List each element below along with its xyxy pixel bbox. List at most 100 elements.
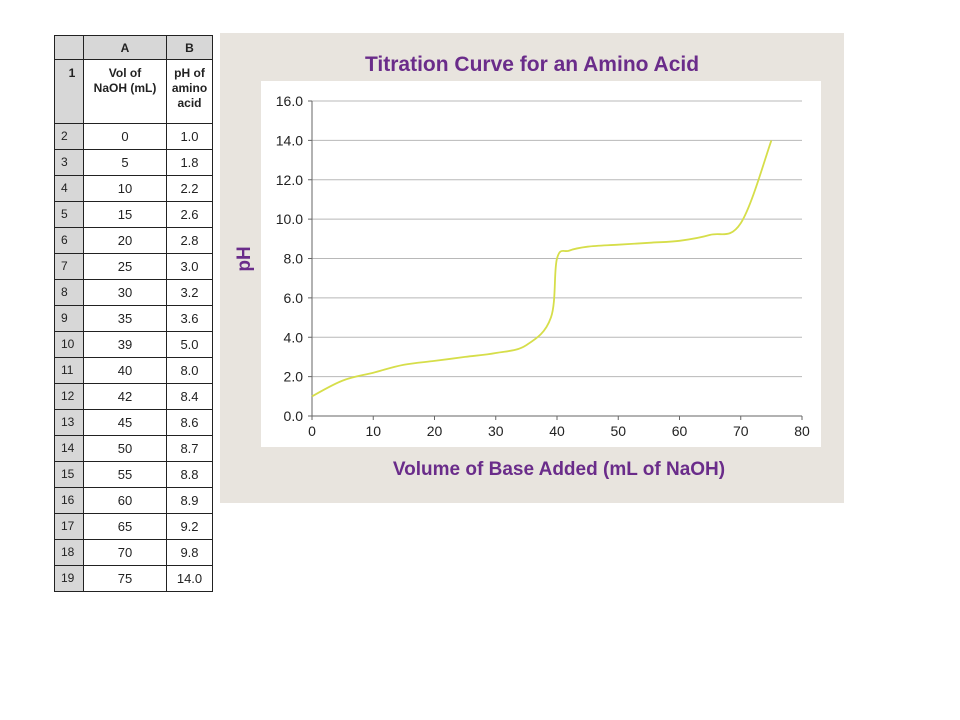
volume-cell: 0 bbox=[83, 123, 167, 150]
ph-column-label: pH of amino acid bbox=[166, 59, 213, 124]
y-tick-label: 6.0 bbox=[284, 290, 304, 306]
ph-cell: 9.8 bbox=[166, 539, 213, 566]
table-row: 5 15 2.6 bbox=[54, 201, 213, 228]
x-tick-label: 20 bbox=[427, 423, 443, 439]
chart-title: Titration Curve for an Amino Acid bbox=[365, 53, 699, 76]
row-number: 5 bbox=[54, 201, 84, 228]
volume-cell: 75 bbox=[83, 565, 167, 592]
ph-cell: 9.2 bbox=[166, 513, 213, 540]
row-number: 2 bbox=[54, 123, 84, 150]
ph-cell: 8.9 bbox=[166, 487, 213, 514]
volume-cell: 60 bbox=[83, 487, 167, 514]
volume-cell: 40 bbox=[83, 357, 167, 384]
table-row: 13 45 8.6 bbox=[54, 409, 213, 436]
table-row: 6 20 2.8 bbox=[54, 227, 213, 254]
titration-curve bbox=[311, 140, 773, 398]
ph-cell: 5.0 bbox=[166, 331, 213, 358]
x-axis-label: Volume of Base Added (mL of NaOH) bbox=[393, 459, 725, 480]
table-row: 14 50 8.7 bbox=[54, 435, 213, 462]
table-row: 2 0 1.0 bbox=[54, 123, 213, 150]
volume-cell: 45 bbox=[83, 409, 167, 436]
ph-cell: 2.8 bbox=[166, 227, 213, 254]
chart-panel: Titration Curve for an Amino Acid 0.0 2.0… bbox=[220, 33, 844, 503]
table-row: 10 39 5.0 bbox=[54, 331, 213, 358]
row-number: 11 bbox=[54, 357, 84, 384]
volume-cell: 50 bbox=[83, 435, 167, 462]
row-number: 10 bbox=[54, 331, 84, 358]
titration-chart: Titration Curve for an Amino Acid 0.0 2.0… bbox=[234, 53, 821, 480]
x-tick-label: 50 bbox=[610, 423, 626, 439]
row-number: 8 bbox=[54, 279, 84, 306]
volume-cell: 30 bbox=[83, 279, 167, 306]
table-row: 16 60 8.9 bbox=[54, 487, 213, 514]
table-corner-cell bbox=[54, 35, 84, 60]
column-header-a: A bbox=[83, 35, 167, 60]
ph-cell: 3.0 bbox=[166, 253, 213, 280]
ph-cell: 14.0 bbox=[166, 565, 213, 592]
ph-cell: 8.6 bbox=[166, 409, 213, 436]
x-tick-label: 30 bbox=[488, 423, 504, 439]
column-header-b: B bbox=[166, 35, 213, 60]
ph-cell: 3.2 bbox=[166, 279, 213, 306]
x-tick-labels: 0 10 20 30 40 50 60 70 80 bbox=[308, 416, 810, 439]
y-tick-label: 14.0 bbox=[276, 132, 303, 148]
ph-cell: 1.0 bbox=[166, 123, 213, 150]
y-tick-label: 8.0 bbox=[284, 251, 304, 267]
row-number: 7 bbox=[54, 253, 84, 280]
data-table: A B 1 Vol of NaOH (mL) pH of amino acid … bbox=[54, 35, 213, 592]
table-row: 4 10 2.2 bbox=[54, 175, 213, 202]
table-row: 7 25 3.0 bbox=[54, 253, 213, 280]
ph-cell: 8.0 bbox=[166, 357, 213, 384]
table-row: 17 65 9.2 bbox=[54, 513, 213, 540]
row-number: 17 bbox=[54, 513, 84, 540]
row-number: 14 bbox=[54, 435, 84, 462]
table-header-row: 1 Vol of NaOH (mL) pH of amino acid bbox=[54, 59, 213, 124]
table-row: 18 70 9.8 bbox=[54, 539, 213, 566]
ph-cell: 1.8 bbox=[166, 149, 213, 176]
y-tick-label: 12.0 bbox=[276, 172, 303, 188]
y-tick-label: 4.0 bbox=[284, 329, 304, 345]
volume-cell: 20 bbox=[83, 227, 167, 254]
table-row: 11 40 8.0 bbox=[54, 357, 213, 384]
x-tick-label: 40 bbox=[549, 423, 565, 439]
y-tick-label: 16.0 bbox=[276, 93, 303, 109]
x-tick-label: 60 bbox=[672, 423, 688, 439]
plot-area bbox=[261, 81, 821, 447]
row-number: 9 bbox=[54, 305, 84, 332]
volume-cell: 39 bbox=[83, 331, 167, 358]
ph-cell: 3.6 bbox=[166, 305, 213, 332]
row-number: 19 bbox=[54, 565, 84, 592]
y-axis-label: pH bbox=[234, 246, 255, 271]
ph-cell: 2.2 bbox=[166, 175, 213, 202]
table-row: 9 35 3.6 bbox=[54, 305, 213, 332]
row-number: 1 bbox=[54, 59, 84, 124]
gridlines bbox=[312, 100, 802, 378]
y-tick-labels: 0.0 2.0 4.0 6.0 8.0 10.0 12.0 14.0 16.0 bbox=[276, 93, 312, 424]
y-tick-label: 10.0 bbox=[276, 211, 303, 227]
x-tick-label: 70 bbox=[733, 423, 749, 439]
ph-cell: 8.7 bbox=[166, 435, 213, 462]
ph-cell: 2.6 bbox=[166, 201, 213, 228]
volume-cell: 42 bbox=[83, 383, 167, 410]
volume-cell: 5 bbox=[83, 149, 167, 176]
row-number: 12 bbox=[54, 383, 84, 410]
row-number: 15 bbox=[54, 461, 84, 488]
row-number: 4 bbox=[54, 175, 84, 202]
x-tick-label: 0 bbox=[308, 423, 316, 439]
table-row: 8 30 3.2 bbox=[54, 279, 213, 306]
volume-cell: 15 bbox=[83, 201, 167, 228]
volume-cell: 25 bbox=[83, 253, 167, 280]
table-row: 19 75 14.0 bbox=[54, 565, 213, 592]
volume-cell: 10 bbox=[83, 175, 167, 202]
volume-cell: 35 bbox=[83, 305, 167, 332]
table-row: 3 5 1.8 bbox=[54, 149, 213, 176]
ph-cell: 8.8 bbox=[166, 461, 213, 488]
volume-cell: 55 bbox=[83, 461, 167, 488]
y-tick-label: 0.0 bbox=[284, 408, 304, 424]
ph-cell: 8.4 bbox=[166, 383, 213, 410]
row-number: 6 bbox=[54, 227, 84, 254]
row-number: 16 bbox=[54, 487, 84, 514]
volume-cell: 70 bbox=[83, 539, 167, 566]
row-number: 18 bbox=[54, 539, 84, 566]
y-tick-label: 2.0 bbox=[284, 369, 304, 385]
